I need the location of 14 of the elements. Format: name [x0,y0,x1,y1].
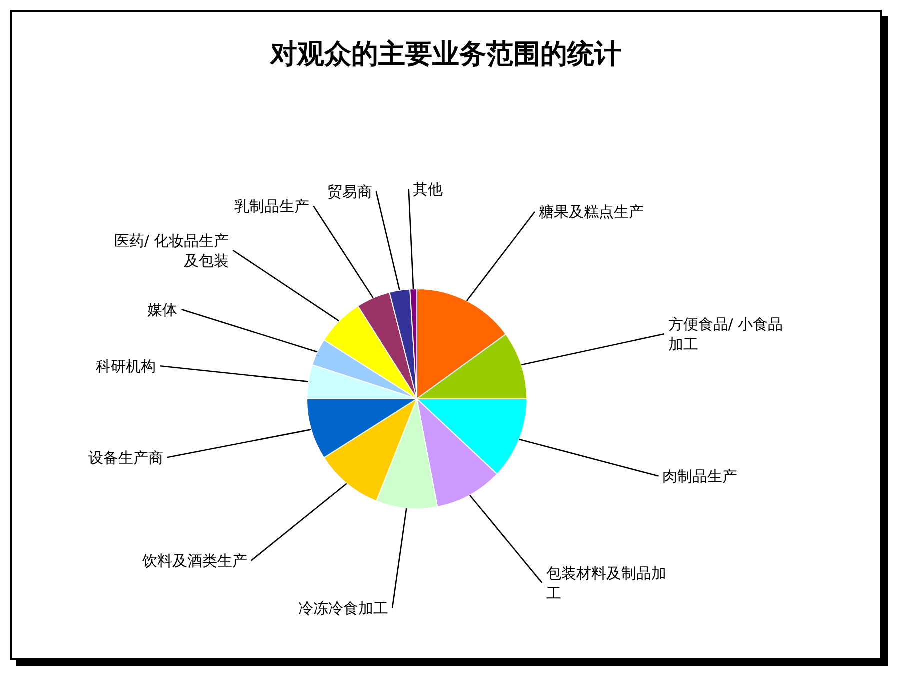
slice-label: 饮料及酒类生产 [141,552,248,570]
slice-label: 包装材料及制品加工 [546,564,666,602]
slice-label: 冷冻冷食加工 [298,599,389,618]
slice-label: 糖果及糕点生产 [539,203,644,222]
slice-label: 设备生产商 [88,448,164,467]
slice-label: 科研机构 [96,357,156,376]
slice-label: 其他 [412,180,443,198]
chart-title: 对观众的主要业务范围的统计 [268,38,622,72]
slice-label: 方便食品/ 小食品加工 [668,315,784,354]
slice-label: 媒体 [148,300,178,319]
slice-label: 乳制品生产 [234,198,310,216]
slice-label: 医药/ 化妆品生产及包装 [114,232,230,270]
slice-label: 贸易商 [327,182,372,201]
slice-label: 肉制品生产 [662,468,738,486]
